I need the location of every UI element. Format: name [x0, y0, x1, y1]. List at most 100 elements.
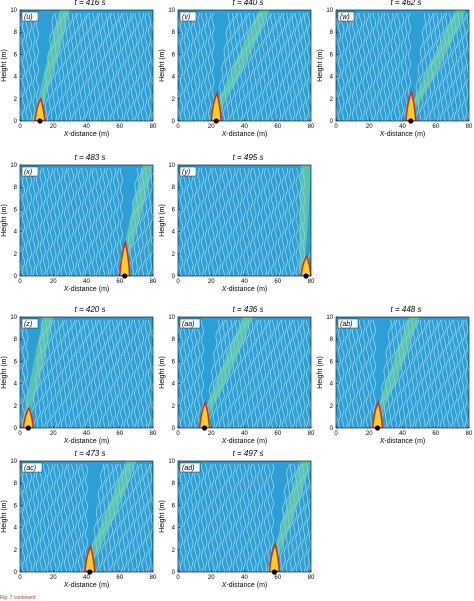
panel-time-label: t = 420 s	[74, 305, 106, 314]
panel-x: t = 483 s (x) 0 20 40 60 80 0 2 4 6 8 10 X-distance (…	[0, 153, 158, 305]
smoke-plume	[404, 10, 466, 121]
x-axis-label: X-distance (m)	[63, 438, 110, 445]
panel-plot: (ab) 0 20 40 60 80 0 2 4 6 8 10 X-distance (m) Height…	[317, 315, 473, 445]
panel-w: t = 462 s (w) 0 20 40 60 80 0 2 4 6 8 10 X-distance (…	[316, 0, 474, 150]
x-tick-label: 80	[308, 431, 315, 437]
y-axis-label: Height (m)	[1, 500, 8, 533]
panel-time-label: t = 448 s	[390, 305, 422, 314]
y-tick-label: 10	[168, 315, 175, 321]
x-tick-label: 20	[208, 124, 215, 130]
x-tick-label: 80	[308, 575, 315, 581]
panel-tag-box	[337, 318, 359, 329]
y-tick-label: 8	[172, 185, 176, 191]
y-tick-label: 2	[330, 404, 334, 410]
x-tick-label: 40	[241, 431, 248, 437]
x-axis-label: X-distance (m)	[221, 438, 268, 445]
flame-contour	[118, 239, 131, 276]
panel-plot: (x) 0 20 40 60 80 0 2 4 6 8 10 X-distance (m) Height …	[1, 163, 157, 293]
x-tick-label: 40	[83, 279, 90, 285]
x-tick-label: 0	[176, 575, 180, 581]
y-tick-label: 4	[172, 75, 176, 81]
velocity-vectors	[178, 12, 311, 121]
panel-tag-box	[21, 318, 39, 329]
x-axis-label: X-distance (m)	[63, 286, 110, 293]
panel-tag: (aa)	[182, 321, 194, 328]
y-tick-label: 2	[14, 404, 18, 410]
flame-contour	[300, 254, 311, 276]
panel-tag-box	[21, 166, 39, 177]
y-tick-label: 10	[10, 459, 17, 465]
x-tick-label: 20	[366, 431, 373, 437]
x-tick-label: 20	[50, 575, 57, 581]
x-tick-label: 0	[176, 431, 180, 437]
x-tick-label: 60	[274, 124, 281, 130]
panel-tag: (ab)	[340, 321, 352, 328]
y-tick-label: 8	[14, 337, 18, 343]
y-tick-label: 4	[330, 382, 334, 388]
smoke-plume	[21, 317, 54, 428]
y-tick-label: 0	[14, 119, 18, 125]
x-tick-label: 20	[50, 124, 57, 130]
x-tick-label: 60	[116, 431, 123, 437]
panel-z: t = 420 s (z) 0 20 40 60 80 0 2 4 6 8 10 X-distance (…	[0, 305, 158, 457]
panel-time-label: t = 436 s	[232, 305, 264, 314]
y-tick-label: 8	[330, 337, 334, 343]
panel-tag-box	[179, 166, 197, 177]
y-tick-label: 0	[172, 570, 176, 576]
x-axis-label: X-distance (m)	[63, 131, 110, 138]
x-tick-label: 40	[241, 279, 248, 285]
x-tick-label: 80	[150, 124, 157, 130]
y-tick-label: 4	[14, 230, 18, 236]
flame-contour	[405, 89, 417, 121]
panel-tag: (z)	[24, 321, 32, 328]
y-tick-label: 2	[172, 404, 176, 410]
x-tick-label: 60	[116, 279, 123, 285]
panel-time-label: t = 473 s	[74, 449, 106, 458]
y-tick-label: 6	[172, 52, 176, 58]
flame-contour	[198, 400, 211, 428]
x-tick-label: 20	[366, 124, 373, 130]
velocity-vectors	[178, 463, 311, 572]
x-tick-label: 60	[432, 124, 439, 130]
panel-tag-box	[179, 462, 201, 473]
x-tick-label: 80	[466, 431, 473, 437]
smoke-plume	[299, 165, 311, 276]
y-tick-label: 2	[14, 548, 18, 554]
x-axis-label: X-distance (m)	[221, 286, 268, 293]
x-axis-label: X-distance (m)	[221, 582, 268, 589]
y-tick-label: 2	[14, 97, 18, 103]
y-axis-label: Height (m)	[317, 356, 324, 389]
panel-tag: (w)	[340, 14, 350, 21]
y-tick-label: 0	[172, 426, 176, 432]
x-tick-label: 60	[116, 575, 123, 581]
panel-tag: (ad)	[182, 465, 194, 472]
y-tick-label: 4	[14, 382, 18, 388]
panel-plot: (z) 0 20 40 60 80 0 2 4 6 8 10 X-distance (m) Height …	[1, 315, 157, 445]
y-tick-label: 0	[172, 274, 176, 280]
panel-time-label: t = 495 s	[232, 153, 264, 162]
y-tick-label: 4	[172, 526, 176, 532]
smoke-plume	[197, 317, 253, 428]
smoke-plume	[83, 461, 137, 572]
y-tick-label: 6	[14, 503, 18, 509]
x-axis-label: X-distance (m)	[63, 582, 110, 589]
panel-plot: (ad) 0 20 40 60 80 0 2 4 6 8 10 X-distance (m) Height…	[159, 459, 315, 589]
x-tick-label: 40	[83, 575, 90, 581]
smoke-plume	[267, 461, 311, 572]
y-tick-label: 8	[172, 30, 176, 36]
velocity-vectors	[336, 12, 469, 121]
panel-tag: (y)	[182, 169, 190, 176]
x-tick-label: 20	[208, 279, 215, 285]
x-tick-label: 40	[83, 124, 90, 130]
x-tick-label: 0	[176, 124, 180, 130]
y-tick-label: 4	[172, 382, 176, 388]
y-tick-label: 6	[172, 207, 176, 213]
y-tick-label: 0	[14, 570, 18, 576]
x-tick-label: 40	[399, 124, 406, 130]
x-tick-label: 40	[241, 575, 248, 581]
y-tick-label: 8	[14, 185, 18, 191]
panel-plot: (v) 0 20 40 60 80 0 2 4 6 8 10 X-distance (m) Height …	[159, 8, 315, 138]
x-axis-label: X-distance (m)	[379, 131, 426, 138]
panel-tag-box	[179, 318, 201, 329]
y-axis-label: Height (m)	[1, 356, 8, 389]
